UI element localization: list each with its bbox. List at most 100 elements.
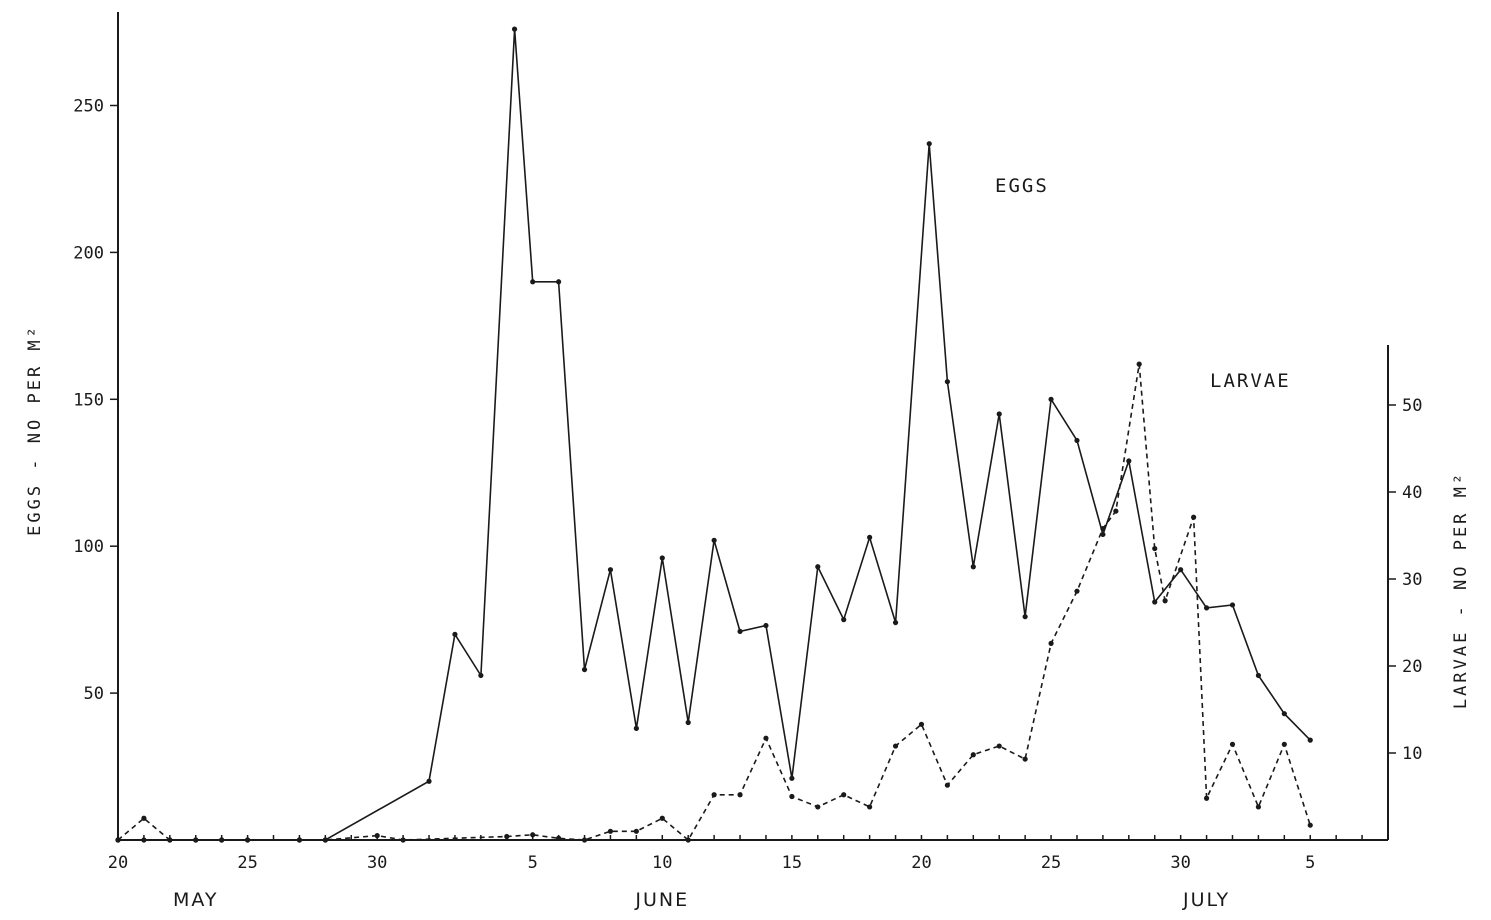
larvae-point — [1152, 545, 1158, 552]
larvae-point — [737, 792, 743, 798]
month-label: JUNE — [634, 889, 689, 911]
larvae-point — [530, 832, 536, 838]
larvae-point — [659, 815, 665, 821]
eggs-point — [763, 622, 769, 629]
left-tick-label: 150 — [73, 390, 104, 410]
left-tick-label: 100 — [73, 537, 104, 557]
left-tick-label: 50 — [84, 684, 104, 704]
eggs-point — [511, 26, 518, 32]
larvae-point — [763, 735, 769, 741]
eggs-point — [1152, 599, 1158, 605]
larvae-point — [556, 835, 562, 841]
larvae-point — [607, 828, 614, 834]
larvae-point — [815, 804, 821, 810]
larvae-point — [296, 837, 303, 843]
right-tick-label: 30 — [1402, 570, 1422, 590]
eggs-point — [1203, 605, 1210, 611]
x-tick-label: 10 — [652, 853, 672, 873]
eggs-point — [478, 672, 484, 679]
left-tick-label: 250 — [73, 97, 104, 117]
eggs-point — [1281, 711, 1287, 717]
larvae-point — [1113, 508, 1119, 514]
larvae-point — [581, 837, 588, 843]
x-tick-label: 5 — [528, 853, 538, 873]
larvae-point — [1255, 804, 1262, 810]
x-tick-label: 5 — [1305, 853, 1315, 873]
right-tick-label: 20 — [1402, 657, 1422, 677]
eggs-point — [1048, 396, 1054, 402]
eggs-point — [841, 617, 847, 623]
eggs-point — [944, 379, 950, 385]
x-tick-label: 30 — [367, 853, 387, 873]
left-tick-label: 200 — [73, 243, 104, 263]
series-larvae — [115, 361, 1313, 843]
larvae-point — [892, 743, 899, 749]
larvae-point — [1048, 640, 1054, 646]
eggs-point — [815, 564, 821, 570]
eggs-point — [892, 619, 899, 626]
larvae-point — [322, 837, 328, 843]
larvae-line — [117, 363, 1311, 842]
eggs-point — [711, 537, 717, 543]
eggs-point — [1126, 458, 1132, 464]
larvae-point — [1100, 525, 1106, 532]
eggs-point — [426, 778, 432, 784]
eggs-point — [1022, 614, 1028, 620]
eggs-point — [452, 631, 458, 637]
eggs-point — [633, 725, 639, 731]
eggs-point — [996, 411, 1002, 417]
larvae-point — [1307, 822, 1313, 828]
larvae-point — [1022, 756, 1028, 762]
eggs-point — [970, 564, 976, 570]
x-tick-label: 25 — [237, 853, 257, 873]
larvae-point — [374, 833, 380, 839]
eggs-point — [1178, 567, 1184, 573]
month-label: MAY — [173, 889, 219, 911]
larvae-point — [633, 828, 639, 834]
eggs-point — [141, 837, 147, 843]
larvae-point — [1074, 588, 1080, 594]
eggs-line — [118, 29, 1311, 841]
eggs-point — [1074, 437, 1080, 444]
eggs-point — [659, 555, 665, 561]
larvae-point — [867, 804, 873, 810]
larvae-point — [970, 752, 976, 758]
eggs-point — [867, 534, 873, 540]
x-ticks: 20 25 30 5 10 15 20 25 30 5 — [108, 835, 1389, 873]
month-label: JULY — [1182, 889, 1230, 911]
larvae-point — [219, 837, 225, 843]
eggs-point — [556, 279, 562, 285]
month-labels: MAY JUNE JULY — [173, 889, 1230, 911]
eggs-point — [789, 775, 795, 781]
larvae-point — [244, 837, 251, 843]
larvae-point — [141, 815, 147, 821]
right-y-ticks: 10 20 30 40 50 — [1388, 396, 1422, 764]
larvae-point — [944, 782, 950, 788]
larvae-point — [193, 837, 199, 843]
right-tick-label: 10 — [1402, 744, 1422, 764]
larvae-point — [115, 837, 121, 843]
right-y-axis-label: LARVAE - NO PER M² — [1451, 471, 1471, 709]
right-tick-label: 50 — [1402, 396, 1422, 416]
larvae-point — [504, 833, 510, 840]
larvae-point — [1281, 741, 1287, 747]
eggs-point — [1255, 672, 1262, 679]
x-tick-label: 25 — [1041, 853, 1061, 873]
larvae-point — [789, 793, 795, 800]
larvae-point — [1229, 741, 1236, 747]
larvae-series-label: LARVAE — [1210, 370, 1291, 392]
x-tick-label: 20 — [108, 853, 128, 873]
larvae-point — [1203, 795, 1210, 801]
larvae-point — [1191, 514, 1197, 520]
left-y-ticks: 50 100 150 200 250 — [73, 97, 118, 704]
x-tick-label: 15 — [782, 853, 802, 873]
right-tick-label: 40 — [1402, 483, 1422, 503]
left-y-axis-label: EGGS - NO PER M² — [25, 324, 45, 536]
larvae-point — [167, 837, 173, 843]
eggs-series-label: EGGS — [995, 175, 1049, 197]
larvae-point — [996, 743, 1002, 749]
eggs-point — [530, 279, 536, 285]
x-tick-label: 30 — [1170, 853, 1190, 873]
series-eggs — [115, 26, 1313, 843]
